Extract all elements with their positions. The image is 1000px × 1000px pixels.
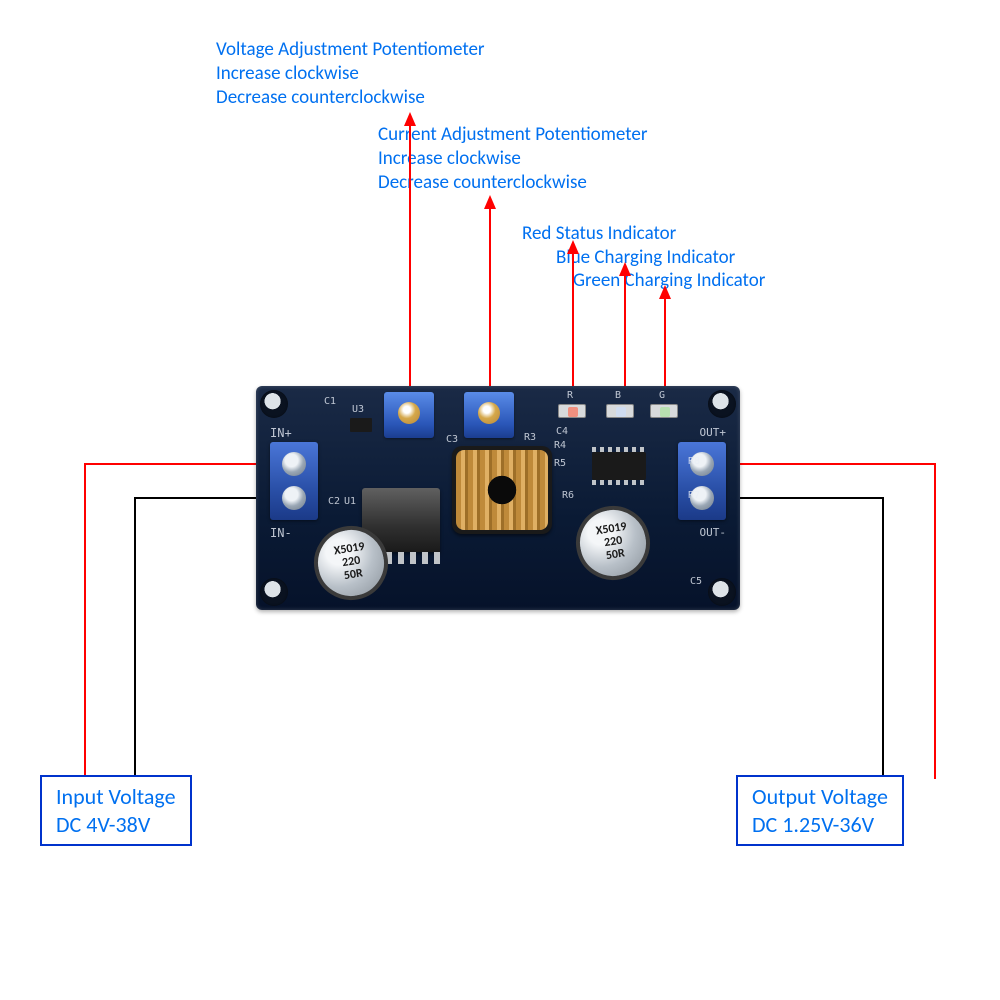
arrow-blue-led (624, 269, 626, 400)
soic-chip (592, 452, 646, 480)
output-terminal (678, 442, 726, 520)
arrow-current-pot (489, 202, 491, 396)
voltage-pot-line1: Voltage Adjustment Potentiometer (216, 38, 485, 61)
silk-r5: R5 (554, 458, 566, 469)
arrowhead-blue-led (619, 262, 631, 276)
silk-out-minus: OUT- (700, 526, 727, 539)
red-led-label: Red Status Indicator (522, 222, 676, 246)
silk-led-r: R (567, 390, 573, 401)
led-green (650, 404, 678, 418)
arrowhead-current-pot (484, 195, 496, 209)
led-red (558, 404, 586, 418)
arrow-voltage-pot (409, 119, 411, 396)
arrow-green-led (664, 292, 666, 400)
silk-out-plus: OUT+ (700, 426, 727, 439)
output-voltage-box: Output Voltage DC 1.25V-36V (736, 775, 904, 846)
silk-led-g: G (659, 390, 665, 401)
silk-r4: R4 (554, 440, 566, 451)
current-pot-line2: Increase clockwise (378, 147, 521, 170)
current-pot-line1: Current Adjustment Potentiometer (378, 123, 647, 146)
silk-in-plus: IN+ (270, 426, 292, 440)
silk-c5: C5 (690, 576, 702, 587)
pcb-board: R B G U3 X5019 220 50R X5019 220 50R IN+… (256, 386, 740, 610)
inductor (452, 446, 552, 534)
screw-hole-br (708, 578, 736, 606)
silk-c4: C4 (556, 426, 568, 437)
wire-in-plus-v (84, 463, 86, 779)
cap-right-line3: 50R (605, 547, 626, 564)
sot23-u3 (350, 418, 372, 432)
wire-in-minus-v (134, 497, 136, 779)
silk-r3: R3 (524, 432, 536, 443)
wire-out-plus-v (934, 463, 936, 779)
arrowhead-red-led (567, 240, 579, 254)
silk-c3: C3 (446, 434, 458, 445)
voltage-pot-label: Voltage Adjustment Potentiometer Increas… (216, 38, 485, 109)
input-voltage-range: DC 4V-38V (56, 811, 150, 838)
voltage-pot-line2: Increase clockwise (216, 62, 359, 85)
blue-led-label: Blue Charging Indicator (556, 246, 735, 270)
silk-c1: C1 (324, 396, 336, 407)
output-voltage-range: DC 1.25V-36V (752, 811, 874, 838)
silk-u1: U1 (344, 496, 356, 507)
screw-hole-tr (708, 390, 736, 418)
silk-c2: C2 (328, 496, 340, 507)
input-voltage-title: Input Voltage (56, 783, 176, 810)
led-blue (606, 404, 634, 418)
voltage-potentiometer (384, 392, 434, 438)
arrow-red-led (572, 247, 574, 400)
wire-out-minus-v (882, 497, 884, 779)
silk-r6: R6 (562, 490, 574, 501)
input-voltage-box: Input Voltage DC 4V-38V (40, 775, 192, 846)
arrowhead-voltage-pot (404, 112, 416, 126)
cap-left-line3: 50R (343, 567, 364, 584)
current-potentiometer (464, 392, 514, 438)
voltage-pot-line3: Decrease counterclockwise (216, 86, 425, 109)
input-terminal (270, 442, 318, 520)
screw-hole-bl (260, 578, 288, 606)
silk-u3: U3 (352, 404, 364, 415)
screw-hole-tl (260, 390, 288, 418)
silk-r8: R8 (688, 456, 700, 467)
current-pot-label: Current Adjustment Potentiometer Increas… (378, 123, 647, 194)
silk-led-b: B (615, 390, 621, 401)
output-voltage-title: Output Voltage (752, 783, 888, 810)
silk-r7: R7 (688, 490, 700, 501)
arrowhead-green-led (659, 285, 671, 299)
silk-in-minus: IN- (270, 526, 292, 540)
capacitor-right: X5019 220 50R (569, 499, 657, 587)
